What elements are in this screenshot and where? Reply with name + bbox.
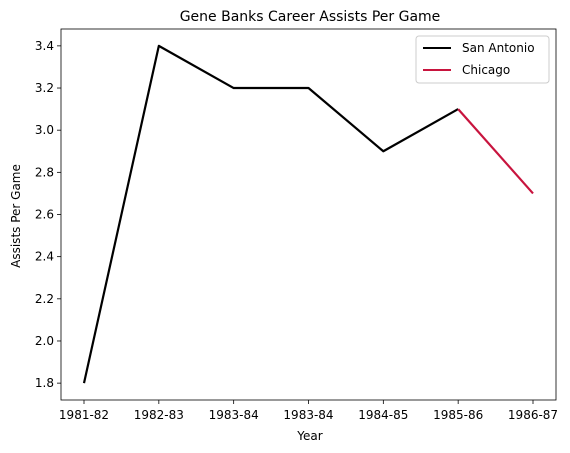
x-axis-label: Year xyxy=(296,429,322,443)
x-axis: 1981-82 1982-83 1983-84 1983-84 1984-85 1985-… xyxy=(59,400,558,422)
x-tick-label: 1983-84 xyxy=(283,408,333,422)
y-tick-label: 2.6 xyxy=(35,208,54,222)
legend-label-chicago: Chicago xyxy=(462,63,510,77)
x-tick-label: 1985-86 xyxy=(433,408,483,422)
x-tick-label: 1982-83 xyxy=(134,408,184,422)
x-tick-label: 1986-87 xyxy=(508,408,558,422)
x-tick-label: 1983-84 xyxy=(209,408,259,422)
y-tick-label: 2.8 xyxy=(35,165,54,179)
y-tick-label: 2.0 xyxy=(35,334,54,348)
y-tick-label: 2.2 xyxy=(35,292,54,306)
x-tick-label: 1981-82 xyxy=(59,408,109,422)
y-tick-label: 3.2 xyxy=(35,81,54,95)
y-axis: 1.8 2.0 2.2 2.4 2.6 2.8 3.0 3.2 3.4 xyxy=(35,39,61,390)
series-lines xyxy=(82,44,534,384)
legend: San Antonio Chicago xyxy=(415,35,550,84)
plot-frame xyxy=(60,28,557,401)
y-tick-label: 3.0 xyxy=(35,123,54,137)
y-tick-label: 1.8 xyxy=(35,376,54,390)
y-axis-label: Assists Per Game xyxy=(9,164,23,268)
y-tick-label: 2.4 xyxy=(35,250,54,264)
y-tick-label: 3.4 xyxy=(35,39,54,53)
legend-label-san-antonio: San Antonio xyxy=(462,41,535,55)
x-tick-label: 1984-85 xyxy=(358,408,408,422)
plot-area: 1.8 2.0 2.2 2.4 2.6 2.8 3.0 3.2 3.4 1981-82 1982-… xyxy=(35,28,558,422)
series-line-san-antonio xyxy=(82,44,459,384)
chart-title: Gene Banks Career Assists Per Game xyxy=(180,9,441,25)
series-line-chicago xyxy=(457,108,534,195)
